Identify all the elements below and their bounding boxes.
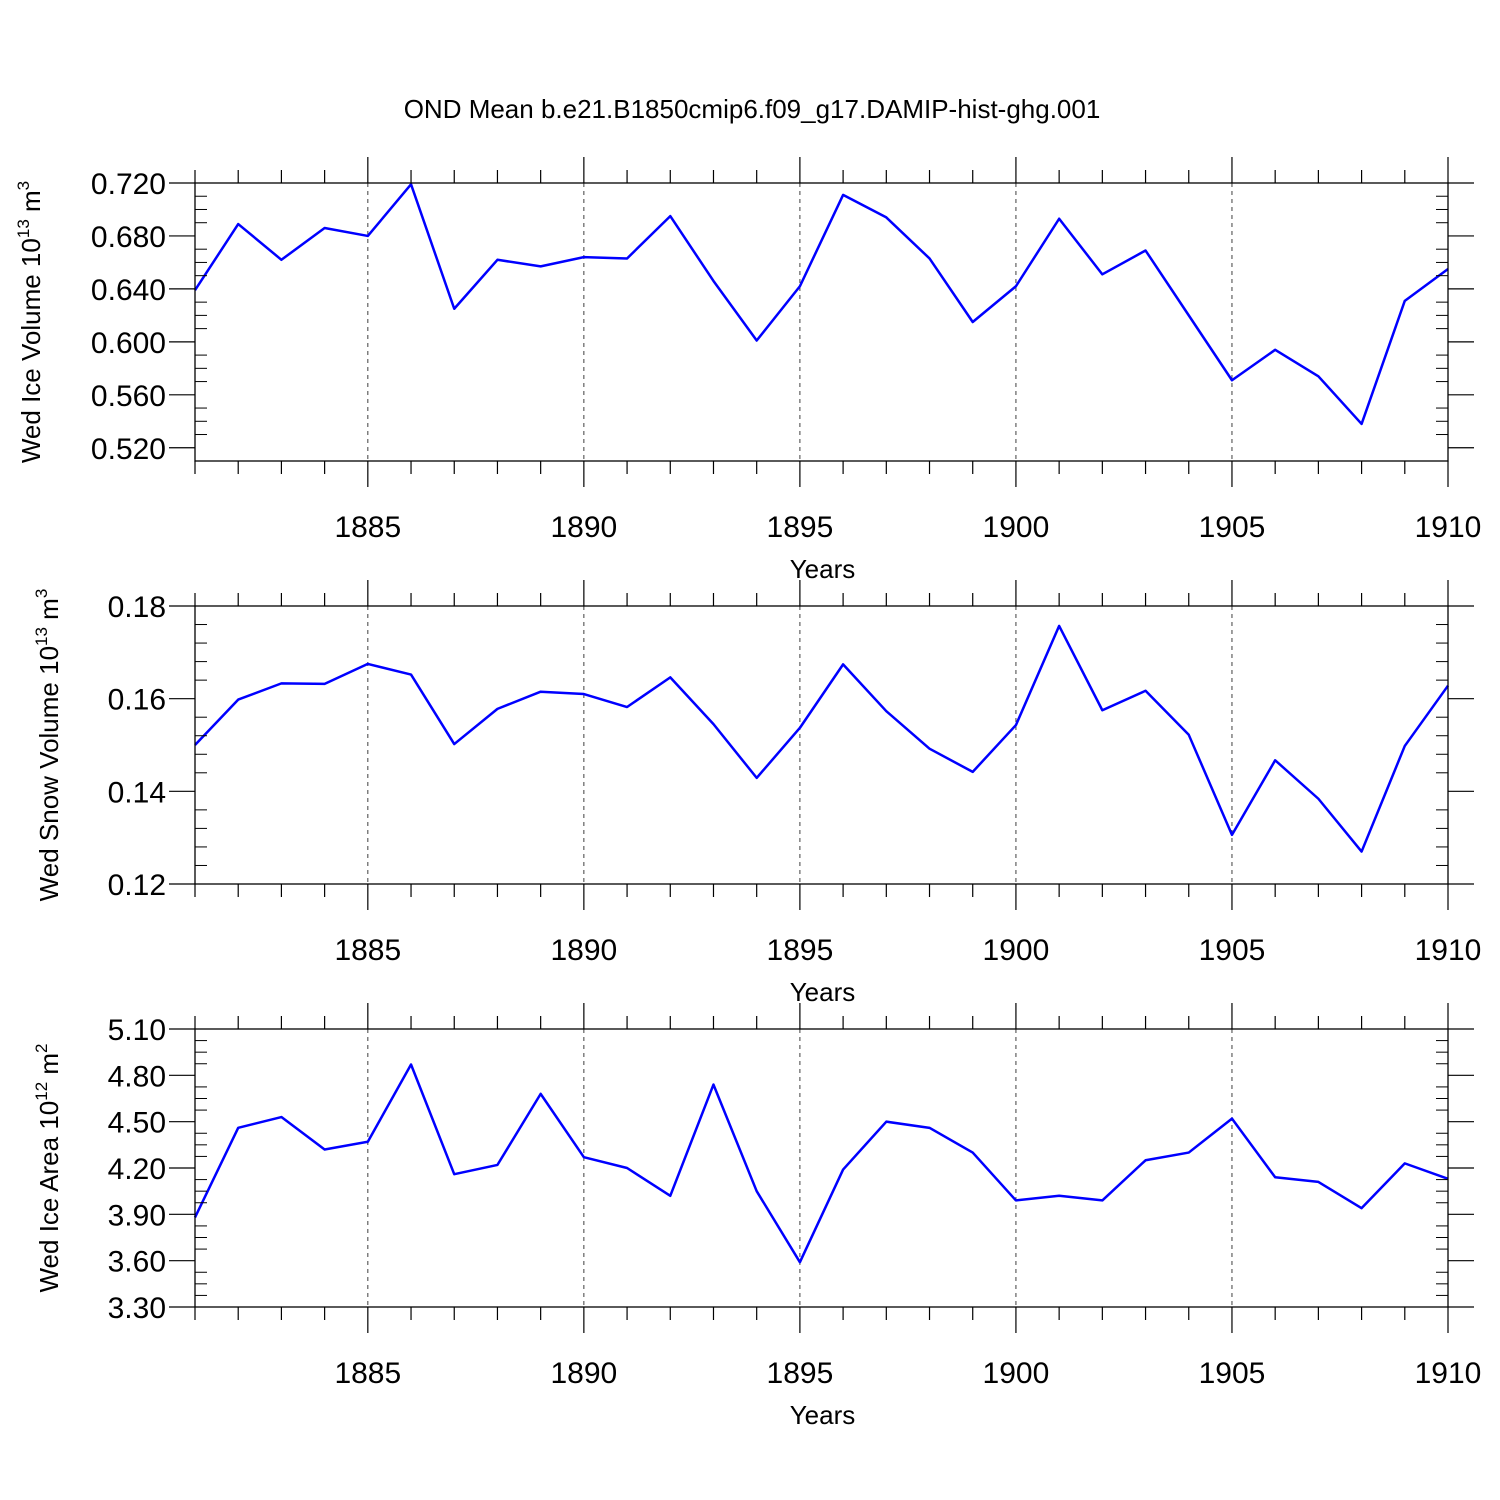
x-tick-label: 1890 [550, 934, 617, 967]
x-tick-label: 1900 [983, 1357, 1050, 1390]
y-axis-label: Wed Snow Volume 1013 m3 [32, 589, 64, 902]
y-tick-label: 3.30 [108, 1292, 166, 1325]
panels: 1885 1890 1895 1900 1905 1910 Years 0.520 0.560 0… [14, 157, 1481, 1430]
y-axis-label-text: Wed Ice Volume 10 [16, 238, 46, 463]
y-tick-label: 0.640 [91, 274, 166, 307]
chart-title: OND Mean b.e21.B1850cmip6.f09_g17.DAMIP-… [404, 94, 1101, 124]
y-tick-label: 0.14 [108, 776, 166, 809]
y-axis-label-unit: m [34, 598, 64, 627]
x-tick-label: 1895 [767, 1357, 834, 1390]
y-tick-label: 0.16 [108, 684, 166, 717]
x-tick-label: 1905 [1199, 934, 1266, 967]
plot-frame [194, 182, 1449, 462]
x-tick-label: 1895 [767, 934, 834, 967]
series-line [193, 1063, 1449, 1264]
y-tick-label: 0.520 [91, 433, 166, 466]
y-axis-label-unit: m [34, 1053, 64, 1082]
x-axis-label: Years [790, 977, 856, 1007]
series-line [193, 183, 1449, 426]
y-axis-label-exponent: 12 [32, 1082, 51, 1101]
x-tick-label: 1910 [1415, 1357, 1482, 1390]
x-tick-label: 1900 [983, 511, 1050, 544]
y-axis-label-text: Wed Snow Volume 10 [34, 646, 64, 901]
y-axis-label-unit-exponent: 3 [32, 589, 51, 598]
y-tick-label: 4.20 [108, 1153, 166, 1186]
y-axis-label-text: Wed Ice Area 10 [34, 1101, 64, 1293]
x-tick-label: 1910 [1415, 511, 1482, 544]
x-tick-label: 1900 [983, 934, 1050, 967]
y-tick-label: 0.12 [108, 869, 166, 902]
y-tick-label: 3.90 [108, 1199, 166, 1232]
panel-3: 1885 1890 1895 1900 1905 1910 Years 3.30 3.60 3.9… [32, 1003, 1481, 1430]
y-axis-label: Wed Ice Volume 1013 m3 [14, 181, 46, 463]
x-axis-label: Years [790, 1400, 856, 1430]
y-tick-label: 4.50 [108, 1107, 166, 1140]
x-tick-label: 1885 [334, 511, 401, 544]
panel-1: 1885 1890 1895 1900 1905 1910 Years 0.520 0.560 0… [14, 157, 1481, 584]
y-axis-label: Wed Ice Area 1012 m2 [32, 1043, 64, 1292]
x-tick-label: 1890 [550, 1357, 617, 1390]
x-tick-label: 1910 [1415, 934, 1482, 967]
y-axis-label-unit-exponent: 2 [32, 1043, 51, 1052]
y-tick-label: 5.10 [108, 1014, 166, 1047]
y-axis-label-unit-exponent: 3 [14, 181, 33, 190]
x-tick-label: 1905 [1199, 1357, 1266, 1390]
x-tick-label: 1905 [1199, 511, 1266, 544]
y-tick-label: 0.600 [91, 327, 166, 360]
x-tick-label: 1885 [334, 1357, 401, 1390]
x-tick-label: 1885 [334, 934, 401, 967]
y-tick-label: 3.60 [108, 1246, 166, 1279]
y-tick-label: 0.560 [91, 380, 166, 413]
series-line [194, 624, 1450, 853]
x-axis-label: Years [790, 554, 856, 584]
y-axis-label-exponent: 13 [14, 219, 33, 238]
y-axis-label-unit: m [16, 190, 46, 219]
plot-frame [194, 605, 1449, 885]
y-tick-label: 0.680 [91, 221, 166, 254]
panel-2: 1885 1890 1895 1900 1905 1910 Years 0.12 0.14 0.1… [32, 580, 1481, 1007]
x-tick-label: 1890 [550, 511, 617, 544]
y-axis-label-exponent: 13 [32, 627, 51, 646]
y-tick-label: 0.18 [108, 591, 166, 624]
y-tick-label: 4.80 [108, 1060, 166, 1093]
y-tick-label: 0.720 [91, 168, 166, 201]
plot-frame [194, 1028, 1449, 1308]
x-tick-label: 1895 [767, 511, 834, 544]
